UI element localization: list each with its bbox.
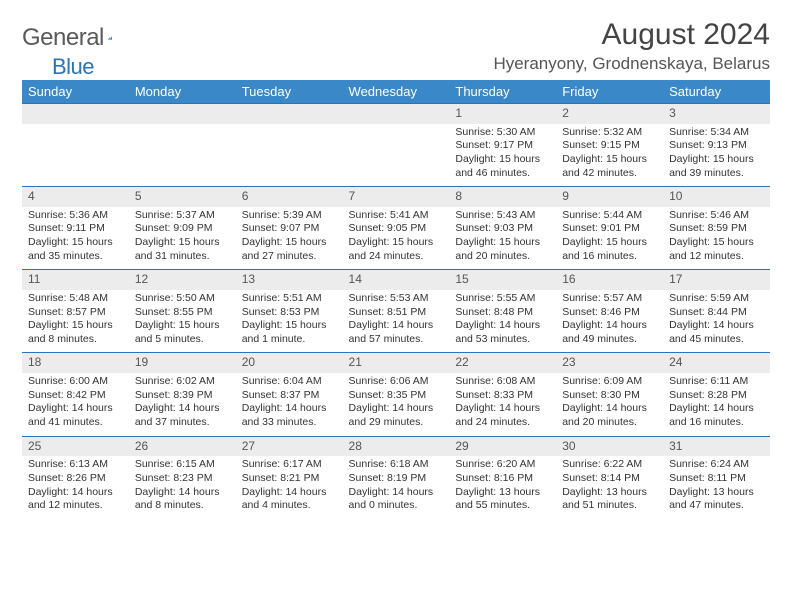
day-number-cell: 18: [22, 353, 129, 373]
day-detail-row: Sunrise: 6:13 AMSunset: 8:26 PMDaylight:…: [22, 456, 770, 519]
day-number-cell: 17: [663, 270, 770, 290]
day-number-cell: 15: [449, 270, 556, 290]
day-detail-cell: [129, 124, 236, 187]
day-detail-cell: Sunrise: 5:37 AMSunset: 9:09 PMDaylight:…: [129, 207, 236, 270]
day-detail-cell: Sunrise: 6:22 AMSunset: 8:14 PMDaylight:…: [556, 456, 663, 519]
day-detail-cell: Sunrise: 5:39 AMSunset: 9:07 PMDaylight:…: [236, 207, 343, 270]
day-detail-cell: Sunrise: 6:15 AMSunset: 8:23 PMDaylight:…: [129, 456, 236, 519]
day-number-cell: [236, 104, 343, 124]
day-number-cell: [343, 104, 450, 124]
weekday-header: Thursday: [449, 80, 556, 104]
day-number-cell: 5: [129, 187, 236, 207]
day-detail-cell: Sunrise: 6:02 AMSunset: 8:39 PMDaylight:…: [129, 373, 236, 436]
day-number-cell: 19: [129, 353, 236, 373]
day-number-cell: 30: [556, 436, 663, 456]
day-number-cell: 25: [22, 436, 129, 456]
day-number-row: 18192021222324: [22, 353, 770, 373]
day-number-cell: 12: [129, 270, 236, 290]
day-detail-cell: Sunrise: 6:24 AMSunset: 8:11 PMDaylight:…: [663, 456, 770, 519]
day-detail-row: Sunrise: 5:48 AMSunset: 8:57 PMDaylight:…: [22, 290, 770, 353]
day-number-cell: 29: [449, 436, 556, 456]
day-detail-cell: [236, 124, 343, 187]
day-detail-cell: Sunrise: 6:13 AMSunset: 8:26 PMDaylight:…: [22, 456, 129, 519]
day-detail-row: Sunrise: 5:36 AMSunset: 9:11 PMDaylight:…: [22, 207, 770, 270]
day-detail-cell: Sunrise: 6:06 AMSunset: 8:35 PMDaylight:…: [343, 373, 450, 436]
day-number-row: 45678910: [22, 187, 770, 207]
day-number-cell: 4: [22, 187, 129, 207]
day-number-cell: 26: [129, 436, 236, 456]
weekday-header: Tuesday: [236, 80, 343, 104]
day-detail-cell: Sunrise: 5:59 AMSunset: 8:44 PMDaylight:…: [663, 290, 770, 353]
day-number-row: 123: [22, 104, 770, 124]
day-detail-cell: Sunrise: 5:36 AMSunset: 9:11 PMDaylight:…: [22, 207, 129, 270]
day-detail-cell: Sunrise: 5:30 AMSunset: 9:17 PMDaylight:…: [449, 124, 556, 187]
day-detail-cell: Sunrise: 5:43 AMSunset: 9:03 PMDaylight:…: [449, 207, 556, 270]
day-detail-row: Sunrise: 5:30 AMSunset: 9:17 PMDaylight:…: [22, 124, 770, 187]
day-detail-cell: Sunrise: 5:50 AMSunset: 8:55 PMDaylight:…: [129, 290, 236, 353]
day-number-cell: 31: [663, 436, 770, 456]
weekday-header-row: SundayMondayTuesdayWednesdayThursdayFrid…: [22, 80, 770, 104]
day-number-cell: 10: [663, 187, 770, 207]
day-number-cell: 1: [449, 104, 556, 124]
day-detail-cell: [22, 124, 129, 187]
day-number-cell: 14: [343, 270, 450, 290]
day-detail-cell: Sunrise: 6:18 AMSunset: 8:19 PMDaylight:…: [343, 456, 450, 519]
weekday-header: Wednesday: [343, 80, 450, 104]
day-detail-cell: Sunrise: 5:48 AMSunset: 8:57 PMDaylight:…: [22, 290, 129, 353]
calendar-page: General August 2024 Hyeranyony, Grodnens…: [0, 0, 792, 529]
day-number-cell: 2: [556, 104, 663, 124]
day-number-cell: 16: [556, 270, 663, 290]
day-detail-cell: Sunrise: 6:17 AMSunset: 8:21 PMDaylight:…: [236, 456, 343, 519]
day-detail-cell: [343, 124, 450, 187]
day-number-row: 25262728293031: [22, 436, 770, 456]
day-detail-cell: Sunrise: 6:09 AMSunset: 8:30 PMDaylight:…: [556, 373, 663, 436]
day-number-cell: 28: [343, 436, 450, 456]
title-block: August 2024 Hyeranyony, Grodnenskaya, Be…: [493, 18, 770, 74]
day-number-cell: 7: [343, 187, 450, 207]
day-number-cell: 8: [449, 187, 556, 207]
day-detail-cell: Sunrise: 6:08 AMSunset: 8:33 PMDaylight:…: [449, 373, 556, 436]
day-number-row: 11121314151617: [22, 270, 770, 290]
header: General August 2024 Hyeranyony, Grodnens…: [22, 18, 770, 74]
location: Hyeranyony, Grodnenskaya, Belarus: [493, 54, 770, 74]
day-number-cell: 11: [22, 270, 129, 290]
day-number-cell: 24: [663, 353, 770, 373]
day-number-cell: 22: [449, 353, 556, 373]
day-number-cell: 21: [343, 353, 450, 373]
day-number-cell: 6: [236, 187, 343, 207]
month-title: August 2024: [493, 18, 770, 52]
day-detail-cell: Sunrise: 5:53 AMSunset: 8:51 PMDaylight:…: [343, 290, 450, 353]
logo-mark-icon: [108, 29, 112, 47]
day-detail-cell: Sunrise: 5:44 AMSunset: 9:01 PMDaylight:…: [556, 207, 663, 270]
day-number-cell: 23: [556, 353, 663, 373]
logo-text-general: General: [22, 24, 104, 52]
calendar-table: SundayMondayTuesdayWednesdayThursdayFrid…: [22, 80, 770, 519]
day-number-cell: 13: [236, 270, 343, 290]
day-detail-cell: Sunrise: 6:11 AMSunset: 8:28 PMDaylight:…: [663, 373, 770, 436]
day-number-cell: 27: [236, 436, 343, 456]
day-detail-cell: Sunrise: 5:34 AMSunset: 9:13 PMDaylight:…: [663, 124, 770, 187]
weekday-header: Monday: [129, 80, 236, 104]
logo-text-blue: Blue: [52, 54, 94, 80]
weekday-header: Saturday: [663, 80, 770, 104]
day-number-cell: 20: [236, 353, 343, 373]
weekday-header: Sunday: [22, 80, 129, 104]
day-detail-cell: Sunrise: 5:46 AMSunset: 8:59 PMDaylight:…: [663, 207, 770, 270]
day-number-cell: [22, 104, 129, 124]
day-detail-cell: Sunrise: 5:32 AMSunset: 9:15 PMDaylight:…: [556, 124, 663, 187]
logo: General: [22, 24, 134, 52]
day-number-cell: [129, 104, 236, 124]
day-number-cell: 3: [663, 104, 770, 124]
day-number-cell: 9: [556, 187, 663, 207]
day-detail-cell: Sunrise: 5:57 AMSunset: 8:46 PMDaylight:…: [556, 290, 663, 353]
day-detail-cell: Sunrise: 6:20 AMSunset: 8:16 PMDaylight:…: [449, 456, 556, 519]
weekday-header: Friday: [556, 80, 663, 104]
day-detail-cell: Sunrise: 6:04 AMSunset: 8:37 PMDaylight:…: [236, 373, 343, 436]
day-detail-cell: Sunrise: 5:55 AMSunset: 8:48 PMDaylight:…: [449, 290, 556, 353]
day-detail-row: Sunrise: 6:00 AMSunset: 8:42 PMDaylight:…: [22, 373, 770, 436]
day-detail-cell: Sunrise: 5:41 AMSunset: 9:05 PMDaylight:…: [343, 207, 450, 270]
day-detail-cell: Sunrise: 5:51 AMSunset: 8:53 PMDaylight:…: [236, 290, 343, 353]
day-detail-cell: Sunrise: 6:00 AMSunset: 8:42 PMDaylight:…: [22, 373, 129, 436]
